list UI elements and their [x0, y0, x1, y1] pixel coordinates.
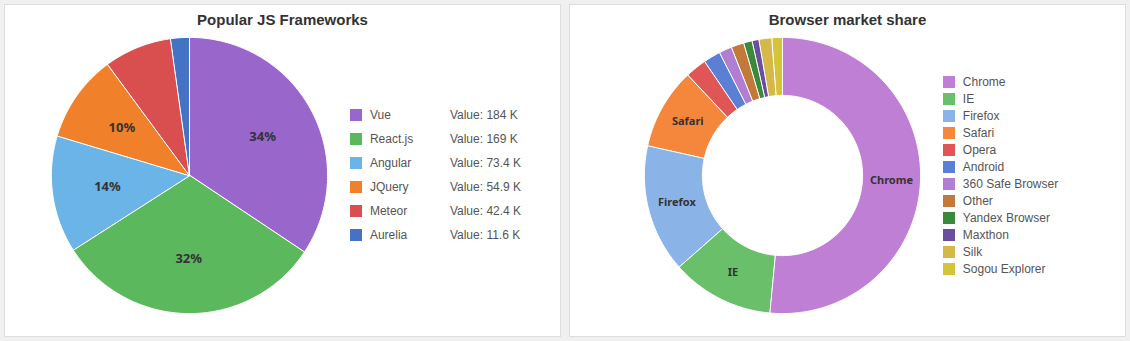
svg-text:IE: IE [728, 264, 738, 279]
html-text:Opera: Opera [962, 142, 997, 157]
html-text:Yandex Browser: Yandex Browser [962, 210, 1050, 225]
html-text:Android: Android [962, 159, 1005, 174]
html-text:Firefox: Firefox [962, 108, 1000, 123]
html-text:Sogou Explorer: Sogou Explorer [962, 261, 1046, 276]
html-text:Silk: Silk [962, 244, 983, 259]
html-text:Value: 184 K: Value: 184 K [449, 108, 518, 122]
html-text:Value: 169 K: Value: 169 K [449, 132, 518, 146]
svg-text:Safari: Safari [672, 113, 704, 128]
html-text:Safari: Safari [962, 125, 995, 140]
html-text:Chrome: Chrome [962, 74, 1006, 89]
html-text:IE: IE [962, 91, 975, 106]
html-text:360 Safe Browser: 360 Safe Browser [962, 176, 1059, 191]
svg-text:Chrome: Chrome [870, 172, 914, 187]
html-text:Popular JS Frameworks: Popular JS Frameworks [197, 11, 368, 28]
html-text:Aurelia: Aurelia [369, 228, 408, 242]
html-text:JQuery: JQuery [369, 180, 409, 194]
html-text:Value: 54.9 K: Value: 54.9 K [449, 180, 522, 194]
html-text:Vue: Vue [369, 108, 391, 122]
html-text:Meteor: Meteor [369, 204, 408, 218]
svg-text:32%: 32% [175, 249, 202, 267]
html-text:Angular: Angular [369, 156, 412, 170]
html-text:Value: 42.4 K: Value: 42.4 K [449, 204, 522, 218]
html-text:Value: 11.6 K: Value: 11.6 K [449, 228, 521, 242]
html-text:React.js: React.js [369, 132, 414, 146]
svg-text:34%: 34% [249, 127, 276, 145]
html-text:Other: Other [962, 193, 993, 208]
html-text:Value: 73.4 K: Value: 73.4 K [449, 156, 522, 170]
svg-text:10%: 10% [108, 118, 135, 136]
html-text:Browser market share: Browser market share [768, 11, 927, 28]
svg-text:14%: 14% [94, 177, 121, 195]
html-text:Maxthon: Maxthon [962, 227, 1009, 242]
svg-text:Firefox: Firefox [658, 194, 697, 209]
